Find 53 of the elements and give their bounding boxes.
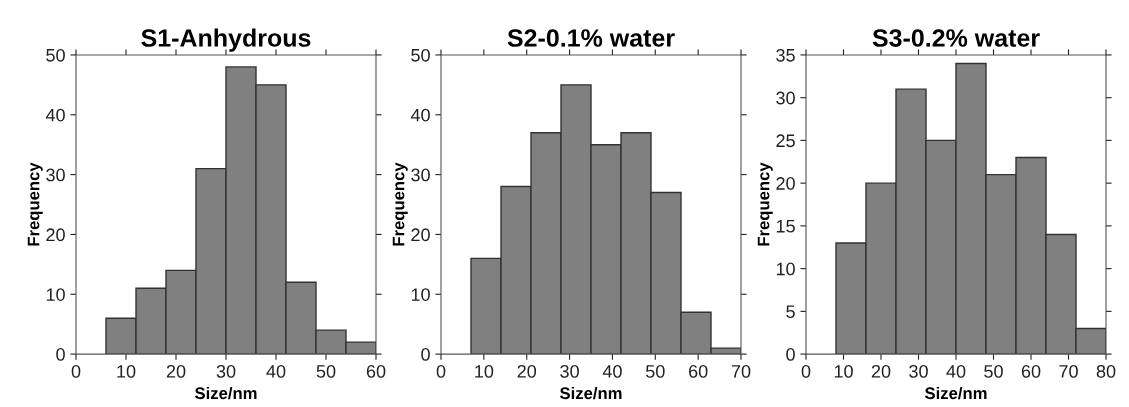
y-tick-label: 30: [776, 91, 795, 105]
x-tick-label: 20: [166, 364, 186, 378]
y-tick-label: 0: [786, 348, 795, 361]
x-tick-label: 70: [1059, 364, 1078, 378]
y-tick-label: 20: [46, 228, 65, 242]
chart-title: S1-Anhydrous: [141, 28, 311, 52]
y-tick-label: 15: [776, 220, 795, 233]
chart-title: S2-0.1% water: [507, 29, 675, 47]
x-tick-label: 30: [216, 364, 236, 378]
x-tick-label: 10: [834, 364, 853, 378]
y-tick-label: 10: [46, 288, 65, 301]
y-axis-title: Frequency: [27, 162, 43, 246]
x-tick-label: 70: [731, 364, 751, 378]
x-tick-label: 0: [71, 364, 81, 378]
chart-title: S3-0.2% water: [872, 29, 1040, 47]
y-tick-label: 20: [411, 228, 430, 242]
y-axis-title: Frequency: [392, 162, 408, 246]
x-tick-label: 50: [645, 364, 665, 378]
y-tick-label: 35: [776, 48, 795, 62]
y-tick-label: 25: [776, 134, 795, 148]
x-tick-label: 40: [266, 364, 286, 378]
x-tick-label: 10: [117, 364, 136, 378]
y-tick-label: 0: [56, 348, 65, 361]
x-tick-label: 10: [475, 364, 494, 378]
x-tick-label: 50: [984, 364, 1003, 378]
y-tick-label: 10: [776, 262, 795, 276]
y-tick-label: 40: [410, 108, 430, 122]
y-axis-title: Frequency: [757, 162, 773, 246]
x-tick-label: 40: [602, 364, 622, 378]
y-tick-label: 0: [421, 348, 430, 361]
x-tick-label: 50: [316, 364, 336, 378]
x-tick-label: 30: [560, 364, 579, 378]
x-tick-label: 20: [871, 364, 891, 378]
x-tick-label: 20: [517, 364, 537, 378]
x-tick-label: 80: [1096, 364, 1116, 378]
x-axis-title: Size/nm: [924, 386, 987, 400]
y-tick-label: 50: [411, 48, 430, 62]
y-tick-label: 10: [411, 288, 430, 301]
x-tick-label: 0: [801, 364, 811, 378]
y-tick-label: 5: [786, 305, 795, 319]
x-axis-title: Size/nm: [194, 386, 257, 400]
y-tick-label: 30: [46, 168, 65, 182]
x-tick-label: 60: [1021, 364, 1041, 378]
y-tick-label: 40: [45, 108, 65, 122]
x-tick-label: 60: [366, 364, 386, 378]
y-tick-label: 50: [46, 48, 65, 62]
x-tick-label: 40: [946, 364, 966, 378]
x-axis-title: Size/nm: [559, 386, 622, 400]
y-tick-label: 20: [776, 177, 795, 190]
x-tick-label: 0: [436, 364, 446, 378]
x-tick-label: 30: [909, 364, 928, 378]
y-tick-label: 30: [411, 168, 430, 182]
x-tick-label: 60: [689, 364, 708, 378]
